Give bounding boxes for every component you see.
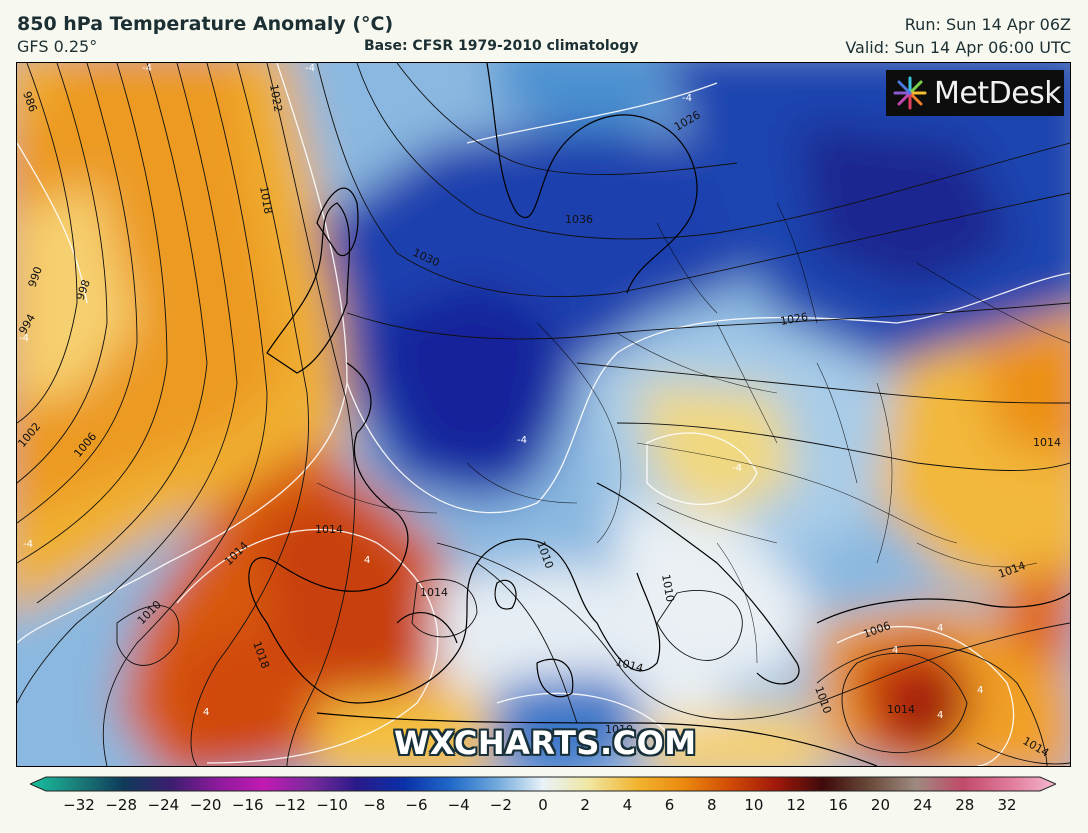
colorbar-tick-label: 0 (538, 796, 548, 814)
temperature-anomaly-map: 986 990 994 998 1002 1006 1010 1014 1018… (16, 62, 1071, 767)
anomaly-label: 4 (364, 555, 370, 566)
country-borders (316, 202, 1070, 664)
colorbar-tick-label: 32 (997, 796, 1017, 814)
colorbar-tick-label: −32 (63, 796, 95, 814)
colorbar-bar (30, 776, 1056, 792)
colorbar-tick-label: −4 (447, 796, 470, 814)
colorbar-tick-label: 8 (706, 796, 717, 814)
isobar-label: 1010 (659, 573, 677, 603)
colorbar-tick-label: −6 (405, 796, 428, 814)
colorbar-tick-label: 6 (664, 796, 675, 814)
anomaly-label: 4 (892, 645, 898, 656)
colorbar-tick-label: −2 (489, 796, 512, 814)
anomaly-label: -4 (19, 333, 29, 344)
isobar-label: 1026 (779, 310, 809, 328)
colorbar-tick-label: −10 (316, 796, 348, 814)
anomaly-label: -4 (23, 539, 33, 550)
anomaly-labels: -4 -4 -4 -4 -4 4 4 4 4 4 4 -4 -4 (19, 63, 983, 721)
isobars (17, 63, 1070, 766)
anomaly-label: 4 (937, 623, 943, 634)
colorbar-tick-label: 24 (913, 796, 933, 814)
anomaly-label: 4 (203, 707, 209, 718)
chart-title: 850 hPa Temperature Anomaly (°C) (17, 13, 394, 35)
map-canvas: 986 990 994 998 1002 1006 1010 1014 1018… (17, 63, 1070, 766)
colorbar-tick-label: 4 (622, 796, 633, 814)
anomaly-label: 4 (977, 685, 983, 696)
colorbar-tick-label: 20 (870, 796, 890, 814)
colorbar-labels: −32 −28 −24 −20 −16 −12 −10 −8 −6 −4 −2 0 2 4 6 8 10 12 16… (0, 796, 1088, 816)
colorbar-tick-label: −24 (147, 796, 180, 814)
isobar-label: 1022 (267, 83, 285, 113)
colorbar-tick-label: 16 (828, 796, 848, 814)
coastlines (248, 63, 1070, 766)
isobar-label: 1014 (420, 586, 448, 599)
anomaly-label: -4 (142, 63, 152, 74)
isobar-label: 1014 (315, 523, 343, 536)
run-time: Run: Sun 14 Apr 06Z (904, 15, 1071, 34)
valid-time: Valid: Sun 14 Apr 06:00 UTC (845, 38, 1071, 57)
metdesk-logo-text: MetDesk (934, 75, 1062, 111)
metdesk-logo: MetDesk (886, 70, 1064, 116)
colorbar-tick-label: −28 (105, 796, 137, 814)
colorbar-tick-label: −8 (363, 796, 386, 814)
anomaly-label: -4 (517, 435, 527, 446)
isobar-label: 1036 (565, 213, 593, 226)
colorbar-tick-label: −12 (274, 796, 306, 814)
anomaly-field (17, 63, 1070, 766)
colorbar-tick-label: 10 (744, 796, 764, 814)
isobar-label: 1014 (887, 703, 915, 716)
colorbar-tick-label: 28 (955, 796, 975, 814)
isobar-label: 1014 (1033, 436, 1061, 449)
isobar-label: 1010 (605, 723, 633, 736)
isobar-label: 1018 (257, 185, 275, 215)
model-name: GFS 0.25° (17, 37, 98, 56)
anomaly-label: 4 (937, 710, 943, 721)
wxcharts-watermark: WXCHARTS.COM (394, 724, 697, 762)
colorbar-tick-label: −20 (189, 796, 222, 814)
colorbar-tick-label: 2 (580, 796, 590, 814)
anomaly-label: -4 (732, 463, 742, 474)
colorbar-tick-label: −16 (231, 796, 264, 814)
colorbar (30, 776, 1056, 792)
anomaly-label: -4 (682, 93, 692, 104)
metdesk-star-icon (893, 76, 927, 110)
anomaly-label: -4 (305, 63, 315, 74)
colorbar-tick-label: 12 (786, 796, 806, 814)
climatology-base: Base: CFSR 1979-2010 climatology (364, 38, 639, 54)
